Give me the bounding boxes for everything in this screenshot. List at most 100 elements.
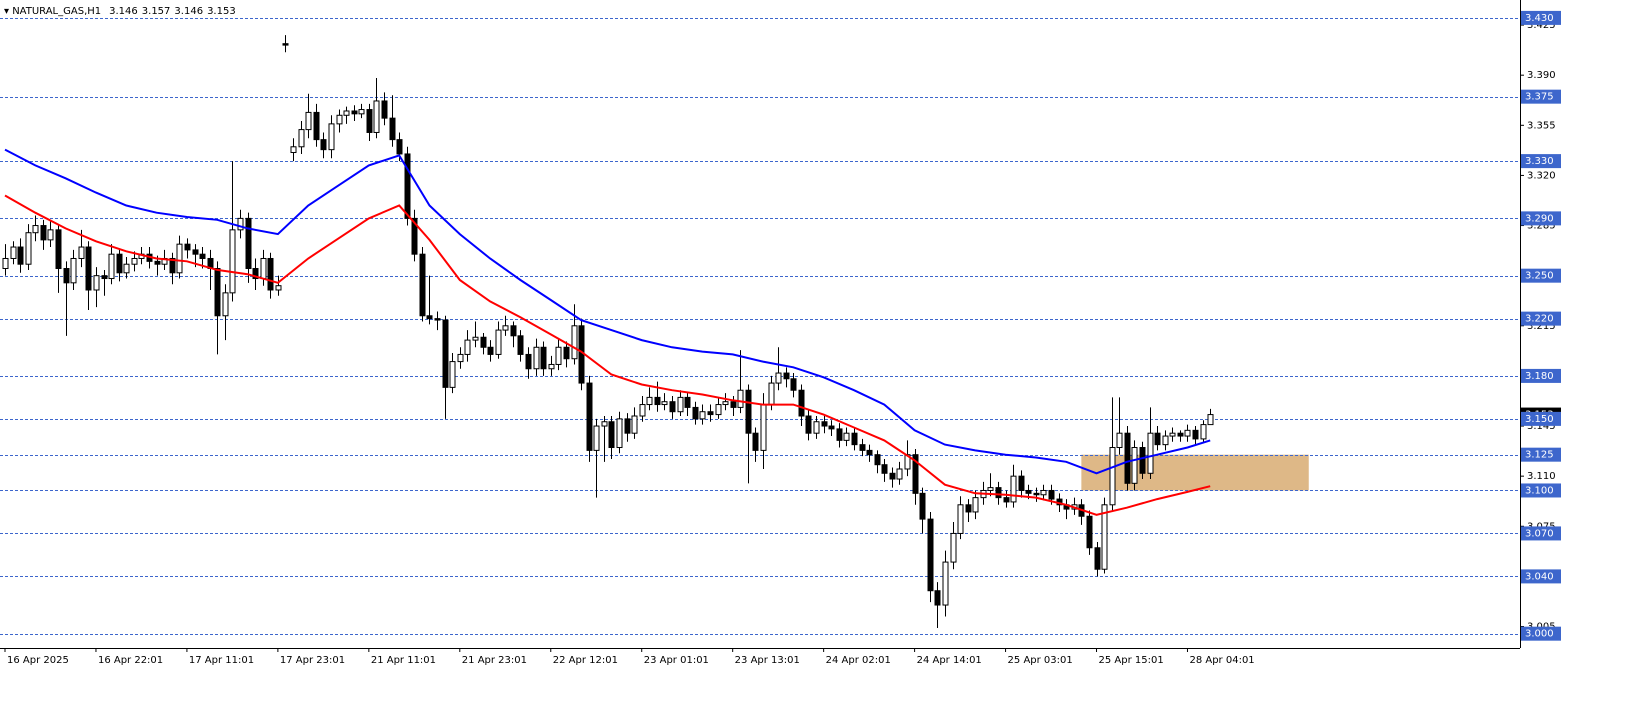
- candle-body: [404, 153, 411, 219]
- x-tick-label: 25 Apr 15:01: [1099, 655, 1164, 666]
- candle-body: [426, 315, 433, 320]
- zone: [1081, 454, 1309, 491]
- candle-body: [874, 454, 881, 466]
- candle-body: [17, 246, 24, 265]
- candle-body: [608, 421, 615, 449]
- candle-body: [775, 372, 782, 384]
- candle-body: [343, 110, 350, 116]
- x-tick-label: 22 Apr 12:01: [553, 655, 618, 666]
- candle-body: [1177, 432, 1184, 437]
- candle-body: [184, 243, 191, 251]
- y-tick-label: 3.285: [1527, 221, 1556, 232]
- level-label: 3.430: [1525, 13, 1554, 24]
- candle-body: [730, 401, 737, 408]
- candle-body: [214, 268, 221, 317]
- candle-body: [1010, 475, 1017, 503]
- level-label: 3.375: [1525, 92, 1554, 103]
- candle-body: [1101, 504, 1108, 570]
- candle-body: [176, 243, 183, 274]
- candle-body: [1131, 447, 1138, 484]
- candle-body: [1109, 447, 1116, 506]
- symbol: NATURAL_GAS,H1: [12, 6, 101, 17]
- candle-body: [101, 275, 108, 280]
- candle-body: [510, 325, 517, 337]
- candle-body: [1086, 515, 1093, 549]
- candle-body: [912, 454, 919, 494]
- y-tick-label: 3.320: [1527, 170, 1556, 181]
- candle-body: [1207, 414, 1214, 426]
- x-tick-label: 23 Apr 13:01: [735, 655, 800, 666]
- candle-body: [631, 415, 638, 434]
- candle-body: [866, 449, 873, 456]
- candle-body: [942, 561, 949, 606]
- level-label-box: [1521, 211, 1561, 226]
- x-tick-label: 16 Apr 22:01: [98, 655, 163, 666]
- candle-body: [654, 396, 661, 406]
- candle-body: [661, 401, 668, 406]
- candle-body: [624, 418, 631, 434]
- candle-body: [1124, 432, 1131, 484]
- level-label: 3.000: [1525, 629, 1554, 640]
- y-tick-label: 3.215: [1527, 321, 1556, 332]
- candle-body: [950, 532, 957, 563]
- candle-body: [245, 217, 252, 270]
- candle-body: [889, 472, 896, 480]
- candle-body: [859, 444, 866, 451]
- level-label: 3.125: [1525, 450, 1554, 461]
- candle-body: [131, 257, 138, 265]
- candle-body: [927, 518, 934, 592]
- candle-body: [192, 249, 199, 255]
- candle-body: [199, 253, 206, 259]
- candle-body: [798, 389, 805, 417]
- level-label-box: [1521, 447, 1561, 462]
- candle-body: [313, 111, 320, 141]
- x-tick-label: 17 Apr 11:01: [189, 655, 254, 666]
- candle-body: [1169, 432, 1176, 437]
- candle-body: [351, 110, 358, 115]
- candle-body: [586, 382, 593, 451]
- candle-body: [1048, 489, 1055, 500]
- candle-body: [813, 421, 820, 434]
- candle-body: [1184, 429, 1191, 437]
- candle-body: [699, 411, 706, 420]
- candle-body: [715, 404, 722, 416]
- candle-body: [722, 401, 729, 406]
- x-tick-label: 28 Apr 04:01: [1189, 655, 1254, 666]
- candle-body: [78, 246, 85, 259]
- candle-body: [85, 246, 92, 291]
- y-tick-label: 3.355: [1527, 120, 1556, 131]
- axes: 3.425 3.390 3.355 3.320 3.285 3.250 3.215 3.180…: [4, 10, 1561, 666]
- candle-body: [260, 257, 267, 280]
- chart-header: ▾ NATURAL_GAS,H1 3.146 3.157 3.146 3.153: [4, 6, 236, 17]
- candle-body: [836, 428, 843, 441]
- candle-body: [396, 139, 403, 155]
- level-label: 3.250: [1525, 271, 1554, 282]
- candle-body: [768, 382, 775, 406]
- candle-body: [1116, 432, 1123, 449]
- candle-body: [517, 335, 524, 355]
- candle-body: [540, 346, 547, 370]
- y-tick-label: 3.110: [1527, 471, 1556, 482]
- candle-body: [93, 275, 100, 291]
- candle-body: [896, 468, 903, 480]
- x-tick-label: 21 Apr 11:01: [371, 655, 436, 666]
- candle-body: [533, 346, 540, 370]
- level-label: 3.220: [1525, 314, 1554, 325]
- candle-body: [487, 346, 494, 355]
- candle-body: [480, 336, 487, 348]
- level-label: 3.180: [1525, 371, 1554, 382]
- candle-body: [222, 292, 229, 317]
- candle-body: [972, 497, 979, 513]
- x-tick-label: 24 Apr 02:01: [826, 655, 891, 666]
- candle-body: [995, 487, 1002, 499]
- candle-body: [851, 432, 858, 446]
- candle-body: [1147, 432, 1154, 474]
- x-tick-label: 17 Apr 23:01: [280, 655, 345, 666]
- candle-body: [1094, 547, 1101, 570]
- candle-body: [419, 253, 426, 317]
- candle-body: [502, 325, 509, 331]
- candle-body: [358, 109, 365, 115]
